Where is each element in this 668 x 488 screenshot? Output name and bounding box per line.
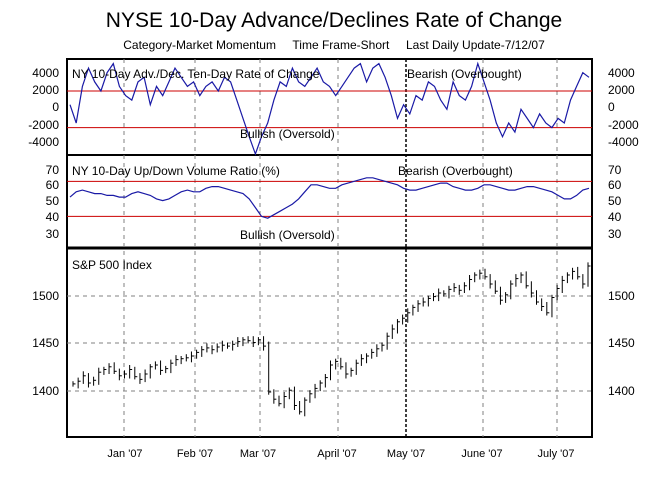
subtitle-timeframe: Time Frame-Short (292, 38, 390, 52)
y-tick-label-left: 40 (46, 210, 60, 224)
y-tick-label-right: 60 (608, 178, 622, 192)
x-tick-label: Jan '07 (107, 448, 142, 460)
subtitle-category: Category-Market Momentum (123, 38, 276, 52)
x-tick-label: June '07 (461, 448, 502, 460)
y-tick-label-right: -2000 (608, 118, 639, 132)
volume-ratio-line (69, 177, 590, 219)
y-tick-label-left: 1450 (32, 336, 59, 350)
chart-outer-frame (66, 58, 593, 438)
panel-title-sp500: S&P 500 Index (72, 258, 152, 272)
y-tick-label-left: 1500 (32, 289, 59, 303)
y-tick-label-right: 30 (608, 227, 622, 241)
y-tick-label-right: 4000 (608, 66, 635, 80)
x-tick-label: May '07 (387, 448, 425, 460)
y-tick-label-left: 30 (46, 227, 60, 241)
x-tick-label: July '07 (538, 448, 575, 460)
y-tick-label-left: -4000 (28, 135, 59, 149)
annotation-bullish: Bullish (Oversold) (240, 127, 335, 141)
y-tick-label-left: 4000 (32, 66, 59, 80)
adv-dec-roc-line (69, 61, 590, 156)
y-tick-label-right: 70 (608, 163, 622, 177)
y-tick-label-right: -4000 (608, 135, 639, 149)
x-tick-label: April '07 (317, 448, 356, 460)
y-tick-label-left: 0 (52, 100, 59, 114)
y-tick-label-right: 40 (608, 210, 622, 224)
page-title: NYSE 10-Day Advance/Declines Rate of Cha… (105, 9, 563, 32)
y-tick-label-left: -2000 (28, 118, 59, 132)
x-tick-label: Feb '07 (177, 448, 213, 460)
annotation-bearish: Bearish (Overbought) (407, 67, 522, 81)
panel-title-adv-dec: NY 10-Day Adv./Dec. Ten-Day Rate of Chan… (72, 67, 320, 81)
y-tick-label-left: 70 (46, 163, 60, 177)
y-tick-label-left: 50 (46, 194, 60, 208)
annotation-bearish: Bearish (Overbought) (398, 164, 513, 178)
y-tick-label-right: 0 (608, 100, 615, 114)
subtitle-row: Category-Market Momentum Time Frame-Shor… (0, 38, 668, 52)
y-tick-label-right: 2000 (608, 83, 635, 97)
y-tick-label-right: 1400 (608, 384, 635, 398)
y-tick-label-right: 50 (608, 194, 622, 208)
panel-title-volume-ratio: NY 10-Day Up/Down Volume Ratio (%) (72, 164, 280, 178)
subtitle-update: Last Daily Update-7/12/07 (406, 38, 545, 52)
x-tick-label: Mar '07 (240, 448, 276, 460)
y-tick-label-left: 1400 (32, 384, 59, 398)
panel-frame-3 (66, 247, 593, 438)
y-tick-label-left: 60 (46, 178, 60, 192)
y-tick-label-left: 2000 (32, 83, 59, 97)
y-tick-label-right: 1450 (608, 336, 635, 350)
y-tick-label-right: 1500 (608, 289, 635, 303)
annotation-bullish: Bullish (Oversold) (240, 228, 335, 242)
